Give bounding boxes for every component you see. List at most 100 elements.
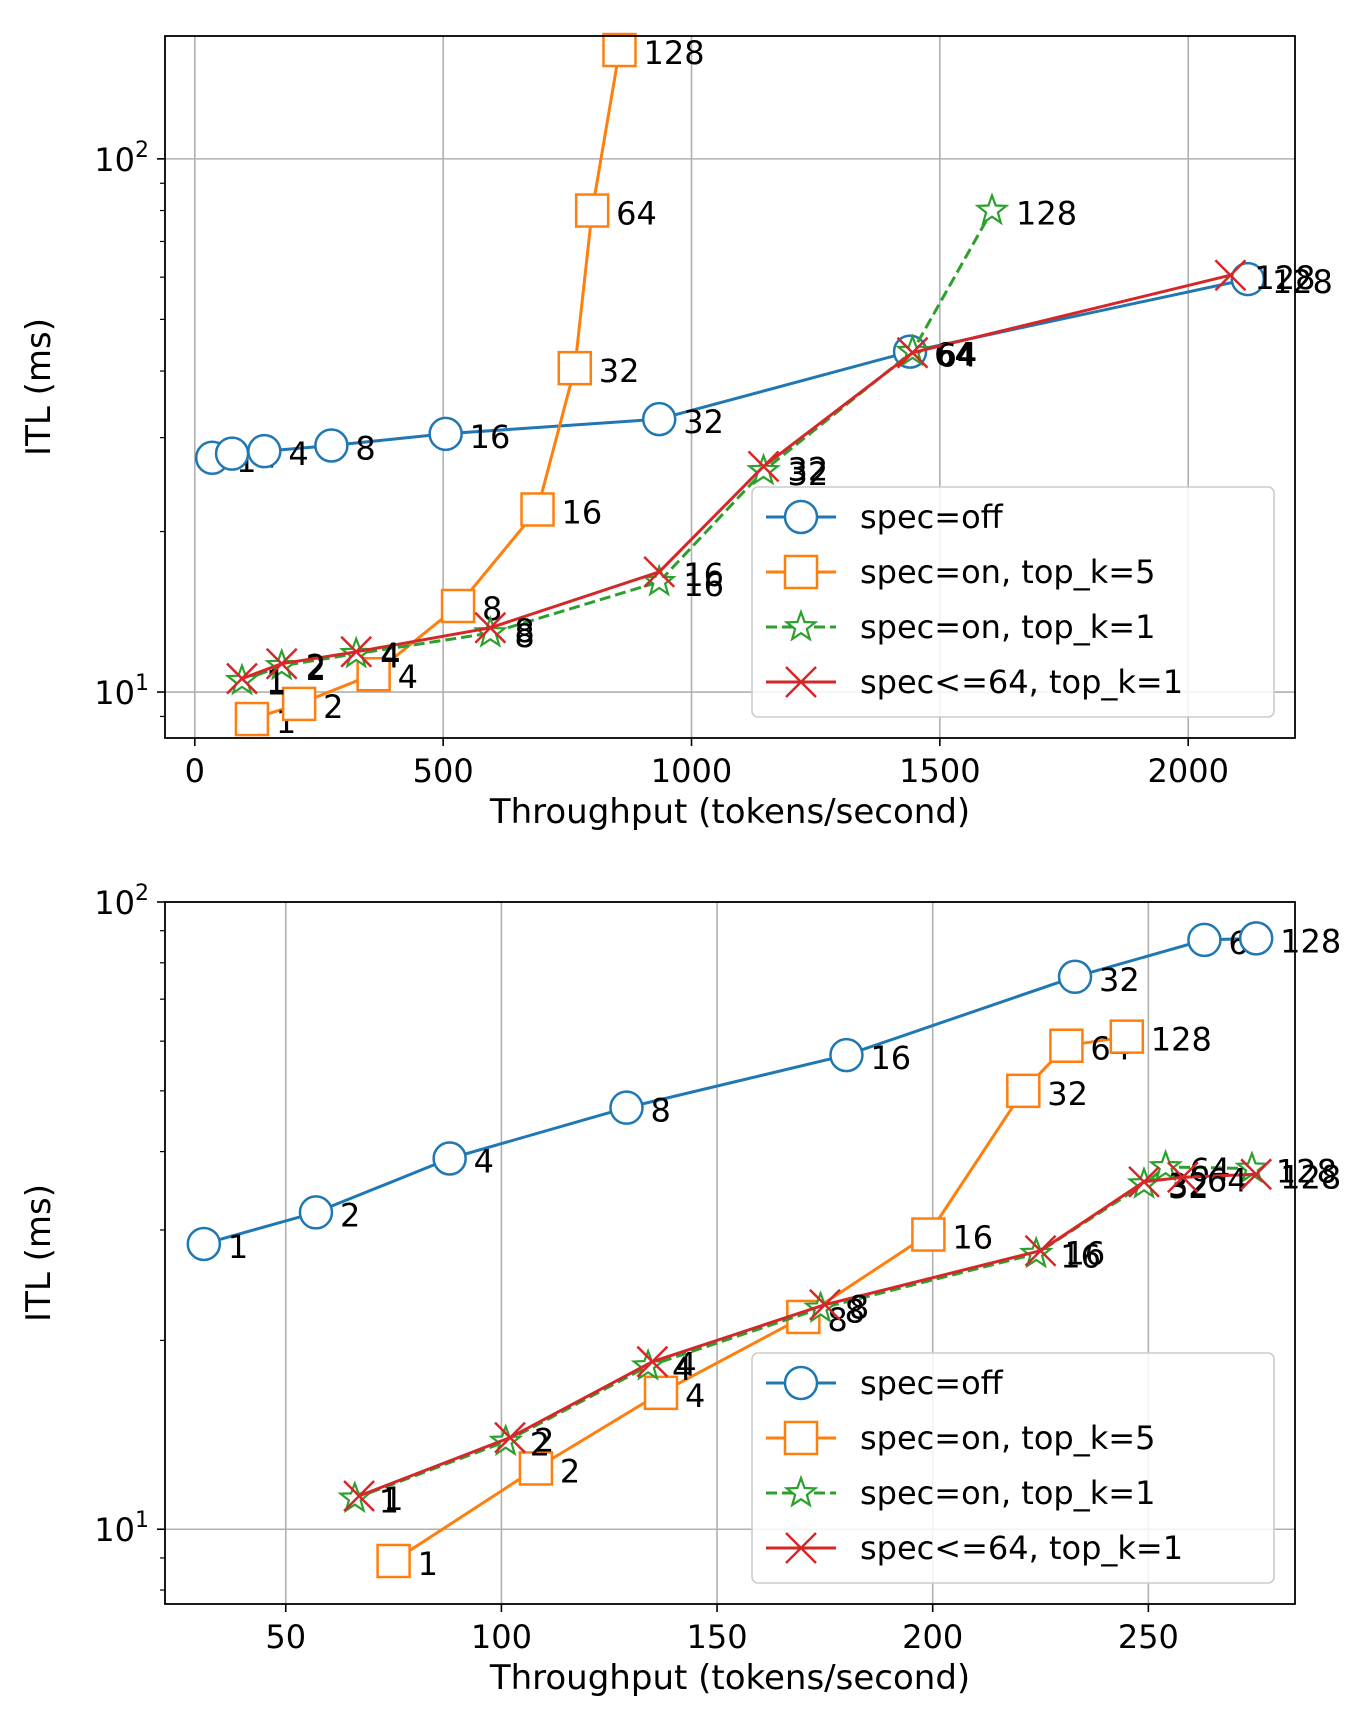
x-tick-label: 0 bbox=[185, 752, 205, 790]
data-point bbox=[911, 1217, 946, 1252]
data-point bbox=[226, 662, 258, 695]
y-axis-label: ITL (ms) bbox=[19, 318, 59, 456]
legend: spec=off spec=on, top_k=5 spec=on, top_k=1… bbox=[751, 1352, 1275, 1584]
legend-box bbox=[751, 1352, 1275, 1584]
data-point bbox=[1049, 1028, 1084, 1063]
data-point bbox=[247, 433, 282, 469]
point-label: 2 bbox=[534, 1422, 554, 1460]
point-label: 8 bbox=[355, 430, 375, 468]
point-label: 8 bbox=[845, 1292, 865, 1330]
point-label: 2 bbox=[530, 1426, 550, 1464]
point-label: 4 bbox=[474, 1143, 494, 1181]
data-point bbox=[809, 1288, 841, 1321]
point-label: 4 bbox=[380, 636, 400, 674]
point-label: 64 bbox=[1207, 1161, 1248, 1199]
data-point bbox=[340, 635, 373, 668]
point-label: 1 bbox=[228, 1228, 248, 1266]
point-label: 32 bbox=[788, 450, 829, 488]
data-point bbox=[643, 556, 676, 588]
point-label: 64 bbox=[616, 195, 657, 233]
point-label: 1 bbox=[266, 663, 286, 701]
data-point bbox=[1128, 1165, 1160, 1198]
data-point bbox=[643, 1375, 679, 1411]
legend-marker bbox=[783, 1365, 819, 1401]
data-point bbox=[974, 192, 1010, 226]
x-tick-label: 1000 bbox=[651, 752, 732, 790]
data-point bbox=[428, 416, 463, 452]
y-tick-label: 101 bbox=[94, 671, 149, 712]
legend-label: spec=on, top_k=5 bbox=[860, 1419, 1155, 1457]
point-label: 16 bbox=[870, 1039, 911, 1077]
legend-label: spec=off bbox=[860, 498, 1004, 536]
data-point bbox=[574, 193, 610, 228]
chart-bottom: 50 100 150 200 250 101 102 Throughput (tokens/s… bbox=[19, 881, 1341, 1698]
x-axis: 0 500 1000 1500 2000 bbox=[185, 738, 1229, 790]
data-point bbox=[214, 436, 250, 471]
data-point bbox=[1187, 922, 1222, 958]
point-label: 2 bbox=[340, 1196, 360, 1234]
point-label: 128 bbox=[643, 34, 704, 72]
legend-marker bbox=[783, 608, 819, 642]
data-point bbox=[609, 1090, 644, 1125]
x-tick-label: 100 bbox=[471, 1618, 532, 1656]
plot-frame bbox=[164, 35, 1296, 739]
series-line bbox=[358, 1172, 1257, 1498]
point-label: 128 bbox=[1151, 1021, 1212, 1059]
point-label: 64 bbox=[937, 337, 978, 375]
point-label: 4 bbox=[685, 1377, 705, 1415]
point-label: 32 bbox=[1047, 1075, 1088, 1113]
point-label: 1 bbox=[418, 1545, 438, 1583]
data-point bbox=[281, 686, 317, 722]
data-point bbox=[1109, 1019, 1145, 1054]
point-label: 128 bbox=[1280, 922, 1341, 960]
legend-label: spec=on, top_k=5 bbox=[860, 553, 1155, 591]
data-point bbox=[298, 1195, 334, 1230]
point-label: 8 bbox=[827, 1301, 847, 1339]
x-axis-label: Throughput (tokens/second) bbox=[489, 792, 970, 832]
point-label: 16 bbox=[1065, 1235, 1106, 1273]
point-label: 4 bbox=[672, 1350, 692, 1388]
point-label: 2 bbox=[306, 648, 326, 686]
data-point bbox=[314, 428, 349, 463]
x-tick-label: 50 bbox=[265, 1618, 306, 1656]
point-label: 8 bbox=[514, 612, 534, 650]
point-label: 8 bbox=[849, 1289, 869, 1327]
point-label: 16 bbox=[1060, 1238, 1101, 1276]
point-label: 32 bbox=[683, 403, 724, 441]
y-tick-label: 102 bbox=[94, 138, 149, 179]
data-point bbox=[265, 647, 298, 680]
data-point bbox=[520, 492, 555, 527]
y-axis-label: ITL (ms) bbox=[19, 1184, 59, 1322]
data-point bbox=[829, 1037, 864, 1073]
data-point bbox=[343, 1480, 375, 1512]
x-tick-label: 250 bbox=[1118, 1618, 1179, 1656]
grid bbox=[165, 36, 1295, 738]
legend-marker bbox=[783, 1474, 819, 1508]
data-point bbox=[474, 611, 507, 644]
y-axis: 101 102 bbox=[94, 138, 165, 718]
point-label: 32 bbox=[1168, 1168, 1209, 1206]
data-point bbox=[1148, 1148, 1183, 1182]
legend-marker bbox=[785, 666, 817, 698]
x-axis-label: Throughput (tokens/second) bbox=[489, 1658, 970, 1698]
point-label: 8 bbox=[650, 1092, 670, 1130]
point-label: 64 bbox=[1190, 1151, 1231, 1189]
point-label: 128 bbox=[1254, 259, 1315, 297]
data-point bbox=[1214, 259, 1247, 292]
y-tick-label: 102 bbox=[94, 881, 149, 922]
legend-marker bbox=[783, 499, 819, 535]
legend-label: spec=on, top_k=1 bbox=[860, 608, 1155, 646]
chart-top: 0 500 1000 1500 2000 101 102 Throughput (tokens… bbox=[19, 32, 1333, 832]
data-point bbox=[337, 1480, 373, 1514]
x-tick-label: 1500 bbox=[899, 752, 980, 790]
data-point bbox=[895, 333, 930, 367]
point-label: 32 bbox=[1099, 961, 1140, 999]
data-point bbox=[1240, 1158, 1273, 1191]
point-label: 16 bbox=[683, 566, 724, 604]
data-point bbox=[234, 701, 270, 737]
